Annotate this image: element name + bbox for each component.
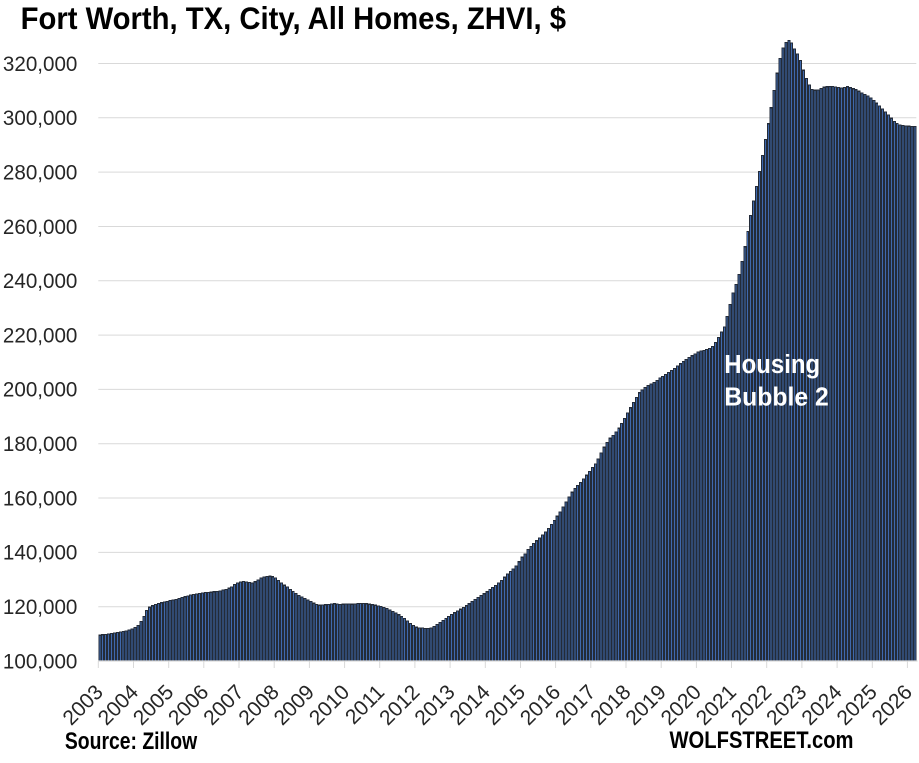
svg-text:180,000: 180,000 bbox=[3, 433, 78, 456]
svg-text:240,000: 240,000 bbox=[3, 270, 78, 293]
svg-text:140,000: 140,000 bbox=[3, 541, 78, 564]
svg-text:220,000: 220,000 bbox=[3, 324, 78, 347]
svg-text:120,000: 120,000 bbox=[3, 596, 78, 619]
svg-text:320,000: 320,000 bbox=[3, 53, 78, 76]
svg-text:200,000: 200,000 bbox=[3, 378, 78, 401]
svg-text:Source: Zillow: Source: Zillow bbox=[65, 727, 197, 754]
svg-text:Housing: Housing bbox=[724, 351, 820, 379]
svg-text:WOLFSTREET.com: WOLFSTREET.com bbox=[670, 726, 854, 753]
svg-text:300,000: 300,000 bbox=[3, 107, 78, 130]
svg-text:160,000: 160,000 bbox=[3, 487, 78, 510]
svg-text:Bubble 2: Bubble 2 bbox=[724, 383, 828, 411]
svg-text:280,000: 280,000 bbox=[3, 161, 78, 184]
svg-text:260,000: 260,000 bbox=[3, 216, 78, 239]
svg-text:Fort Worth, TX, City, All Home: Fort Worth, TX, City, All Homes, ZHVI, $ bbox=[21, 2, 567, 36]
svg-text:100,000: 100,000 bbox=[3, 650, 78, 673]
